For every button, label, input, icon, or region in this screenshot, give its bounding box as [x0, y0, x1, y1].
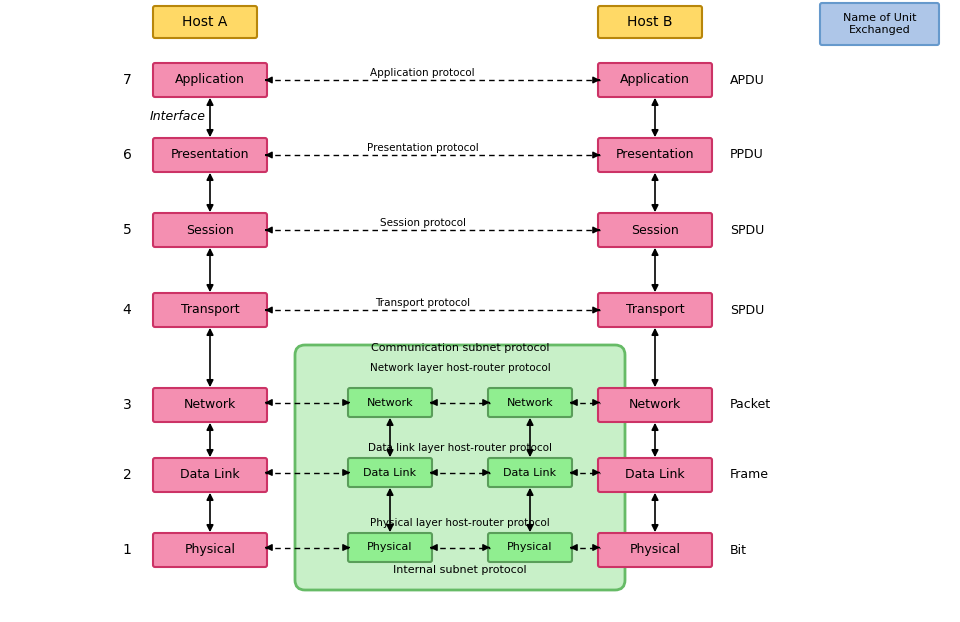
- Text: Network layer host-router protocol: Network layer host-router protocol: [370, 363, 550, 373]
- FancyBboxPatch shape: [598, 138, 712, 172]
- FancyBboxPatch shape: [348, 388, 432, 417]
- Text: Interface: Interface: [150, 110, 206, 123]
- Text: Physical: Physical: [368, 542, 413, 552]
- Text: Frame: Frame: [730, 468, 769, 481]
- Text: Internal subnet protocol: Internal subnet protocol: [394, 565, 527, 575]
- Text: 6: 6: [123, 148, 132, 162]
- Text: Data link layer host-router protocol: Data link layer host-router protocol: [368, 443, 552, 453]
- Text: Packet: Packet: [730, 399, 771, 412]
- FancyBboxPatch shape: [488, 458, 572, 487]
- FancyBboxPatch shape: [295, 345, 625, 590]
- Text: 5: 5: [123, 223, 132, 237]
- Text: Session protocol: Session protocol: [379, 218, 466, 228]
- Text: Host A: Host A: [182, 15, 228, 29]
- FancyBboxPatch shape: [153, 388, 267, 422]
- FancyBboxPatch shape: [598, 533, 712, 567]
- FancyBboxPatch shape: [153, 293, 267, 327]
- Text: Network: Network: [507, 397, 553, 407]
- FancyBboxPatch shape: [598, 6, 702, 38]
- Text: Network: Network: [367, 397, 414, 407]
- Text: Network: Network: [629, 399, 682, 412]
- Text: 2: 2: [123, 468, 132, 482]
- FancyBboxPatch shape: [153, 138, 267, 172]
- Text: Presentation: Presentation: [615, 149, 694, 162]
- Text: 3: 3: [123, 398, 132, 412]
- Text: Application: Application: [620, 73, 690, 86]
- Text: Transport: Transport: [626, 304, 684, 317]
- Text: Physical layer host-router protocol: Physical layer host-router protocol: [371, 518, 550, 528]
- FancyBboxPatch shape: [348, 458, 432, 487]
- FancyBboxPatch shape: [153, 533, 267, 567]
- Text: Data Link: Data Link: [180, 468, 240, 481]
- FancyBboxPatch shape: [153, 63, 267, 97]
- FancyBboxPatch shape: [820, 3, 939, 45]
- Text: Application: Application: [175, 73, 245, 86]
- Text: Name of Unit
Exchanged: Name of Unit Exchanged: [843, 13, 916, 35]
- Text: Session: Session: [186, 223, 234, 236]
- FancyBboxPatch shape: [598, 63, 712, 97]
- FancyBboxPatch shape: [598, 293, 712, 327]
- Text: Application protocol: Application protocol: [371, 68, 475, 78]
- FancyBboxPatch shape: [598, 213, 712, 247]
- Text: Network: Network: [184, 399, 236, 412]
- FancyBboxPatch shape: [488, 533, 572, 562]
- Text: Data Link: Data Link: [364, 468, 417, 478]
- Text: Physical: Physical: [630, 544, 681, 557]
- Text: Transport protocol: Transport protocol: [375, 298, 470, 308]
- FancyBboxPatch shape: [153, 458, 267, 492]
- FancyBboxPatch shape: [153, 213, 267, 247]
- FancyBboxPatch shape: [488, 388, 572, 417]
- Text: Transport: Transport: [180, 304, 239, 317]
- Text: Physical: Physical: [184, 544, 235, 557]
- Text: Host B: Host B: [627, 15, 673, 29]
- Text: 1: 1: [123, 543, 132, 557]
- Text: Presentation protocol: Presentation protocol: [367, 143, 478, 153]
- Text: Physical: Physical: [507, 542, 553, 552]
- Text: Session: Session: [631, 223, 679, 236]
- Text: Data Link: Data Link: [625, 468, 684, 481]
- Text: PPDU: PPDU: [730, 149, 764, 162]
- FancyBboxPatch shape: [348, 533, 432, 562]
- Text: SPDU: SPDU: [730, 223, 764, 236]
- Text: Data Link: Data Link: [503, 468, 557, 478]
- Text: SPDU: SPDU: [730, 304, 764, 317]
- Text: Bit: Bit: [730, 544, 747, 557]
- Text: Presentation: Presentation: [171, 149, 250, 162]
- FancyBboxPatch shape: [598, 388, 712, 422]
- Text: 4: 4: [123, 303, 132, 317]
- Text: APDU: APDU: [730, 73, 765, 86]
- FancyBboxPatch shape: [598, 458, 712, 492]
- Text: Communication subnet protocol: Communication subnet protocol: [371, 343, 549, 353]
- FancyBboxPatch shape: [153, 6, 257, 38]
- Text: 7: 7: [123, 73, 132, 87]
